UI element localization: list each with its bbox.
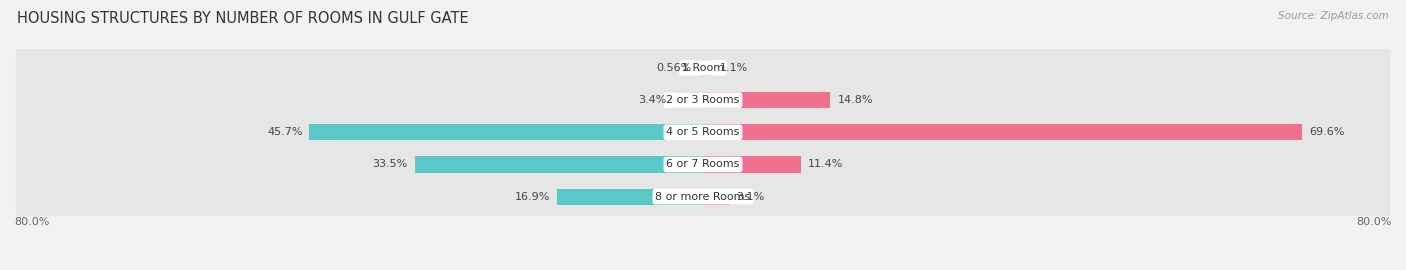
Text: 69.6%: 69.6%	[1309, 127, 1344, 137]
Text: 45.7%: 45.7%	[267, 127, 302, 137]
Text: 3.1%: 3.1%	[737, 192, 765, 202]
FancyBboxPatch shape	[15, 142, 1391, 187]
Text: 8 or more Rooms: 8 or more Rooms	[655, 192, 751, 202]
Text: 80.0%: 80.0%	[14, 217, 49, 227]
Bar	[415, 156, 703, 173]
Text: 16.9%: 16.9%	[515, 192, 551, 202]
Text: 2 or 3 Rooms: 2 or 3 Rooms	[666, 95, 740, 105]
Bar	[703, 60, 713, 76]
Bar	[703, 156, 801, 173]
Text: 0.56%: 0.56%	[657, 63, 692, 73]
FancyBboxPatch shape	[15, 109, 1391, 155]
Text: 33.5%: 33.5%	[373, 160, 408, 170]
Text: 14.8%: 14.8%	[838, 95, 873, 105]
Text: 1.1%: 1.1%	[720, 63, 748, 73]
Text: HOUSING STRUCTURES BY NUMBER OF ROOMS IN GULF GATE: HOUSING STRUCTURES BY NUMBER OF ROOMS IN…	[17, 11, 468, 26]
Text: 80.0%: 80.0%	[1357, 217, 1392, 227]
FancyBboxPatch shape	[15, 174, 1391, 220]
Text: 3.4%: 3.4%	[638, 95, 666, 105]
Bar	[673, 92, 703, 108]
Bar	[309, 124, 703, 140]
Bar	[699, 60, 703, 76]
Text: 1 Room: 1 Room	[682, 63, 724, 73]
FancyBboxPatch shape	[15, 45, 1391, 91]
Bar	[703, 124, 1302, 140]
Text: Source: ZipAtlas.com: Source: ZipAtlas.com	[1278, 11, 1389, 21]
Text: 4 or 5 Rooms: 4 or 5 Rooms	[666, 127, 740, 137]
Text: 6 or 7 Rooms: 6 or 7 Rooms	[666, 160, 740, 170]
Text: 11.4%: 11.4%	[808, 160, 844, 170]
Bar	[703, 189, 730, 205]
Bar	[557, 189, 703, 205]
FancyBboxPatch shape	[15, 77, 1391, 123]
Bar	[703, 92, 831, 108]
